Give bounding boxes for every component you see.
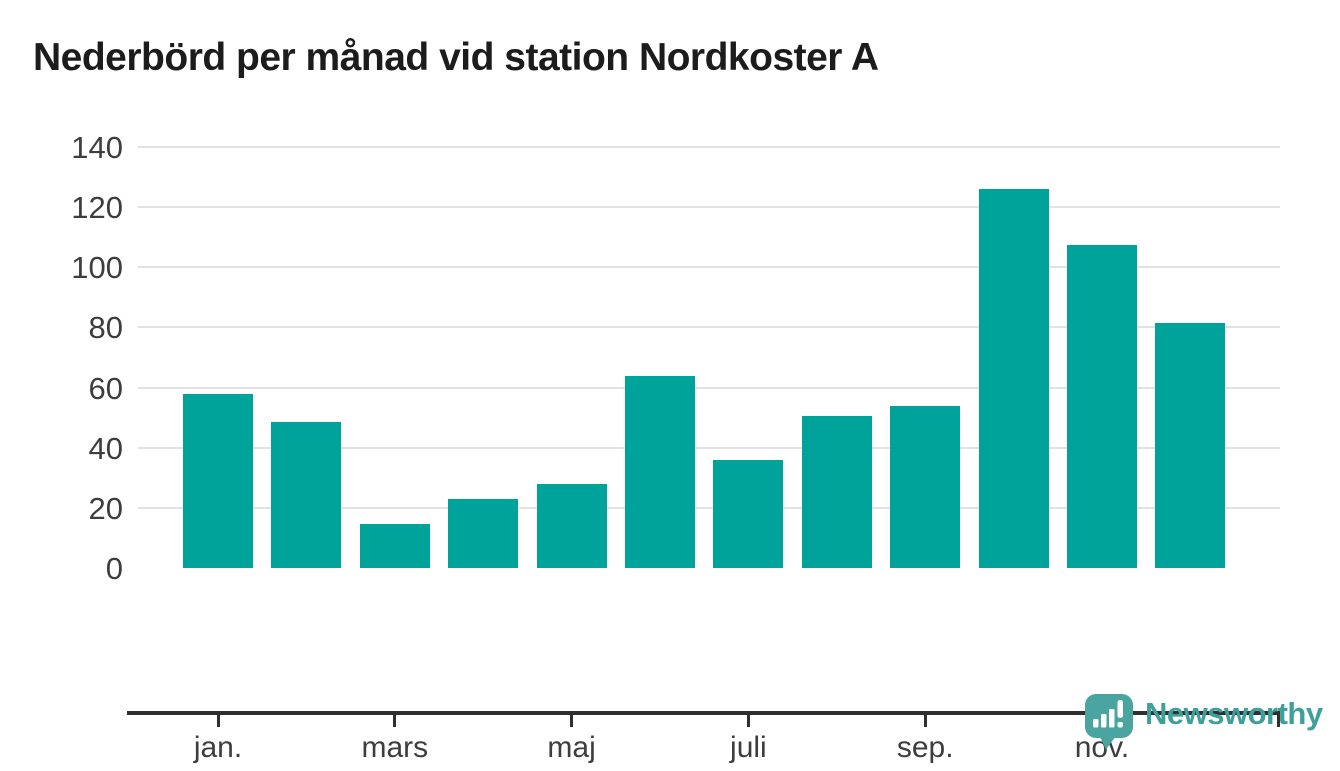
bar-apr. <box>448 498 519 568</box>
newsworthy-logo-icon <box>1084 693 1134 756</box>
newsworthy-wordmark: Newsworthy <box>1145 696 1323 731</box>
x-tick-label-jan.: jan. <box>193 731 243 764</box>
chart-title: Nederbörd per månad vid station Nordkost… <box>33 36 879 79</box>
plot-area: jan. mars maj juli sep. nov. <box>127 146 1280 763</box>
bar-aug. <box>801 416 872 568</box>
bar-okt. <box>978 189 1049 568</box>
y-tick-label-60: 60 <box>88 370 123 406</box>
gridline-100 <box>138 266 1280 269</box>
x-tick-jan. <box>216 715 220 727</box>
y-tick-label-100: 100 <box>71 250 123 286</box>
bar-feb. <box>271 422 342 568</box>
bar-mars <box>359 524 430 568</box>
x-tick-mars <box>393 715 397 727</box>
y-tick-label-140: 140 <box>71 130 123 165</box>
bar-maj <box>536 483 607 568</box>
y-tick-label-20: 20 <box>88 490 123 526</box>
y-tick-label-40: 40 <box>88 430 123 466</box>
gridline-140 <box>138 146 1280 148</box>
gridline-120 <box>138 206 1280 209</box>
bar-juli <box>713 459 784 568</box>
y-tick-label-80: 80 <box>88 310 123 346</box>
gridline-80 <box>138 326 1280 329</box>
newsworthy-logo[interactable]: Newsworthy <box>1084 693 1323 756</box>
x-tick-sep. <box>923 715 927 727</box>
x-axis-line <box>127 711 1280 715</box>
gridline-20 <box>138 506 1280 509</box>
x-tick-label-maj: maj <box>547 731 596 764</box>
x-axis-end-tick <box>1277 711 1280 727</box>
x-tick-maj <box>570 715 574 727</box>
x-tick-label-mars: mars <box>361 731 429 764</box>
bar-dec. <box>1155 322 1226 568</box>
x-tick-juli <box>746 715 750 727</box>
bar-jan. <box>183 393 253 568</box>
bar-sep. <box>890 405 961 568</box>
x-tick-label-juli: juli <box>730 731 767 764</box>
gridline-40 <box>138 446 1280 449</box>
y-tick-label-0: 0 <box>105 551 123 586</box>
gridline-60 <box>138 386 1280 389</box>
y-tick-label-120: 120 <box>71 190 123 226</box>
x-tick-label-sep.: sep. <box>896 731 954 764</box>
bar-juni <box>625 375 695 568</box>
bar-nov. <box>1067 244 1137 568</box>
